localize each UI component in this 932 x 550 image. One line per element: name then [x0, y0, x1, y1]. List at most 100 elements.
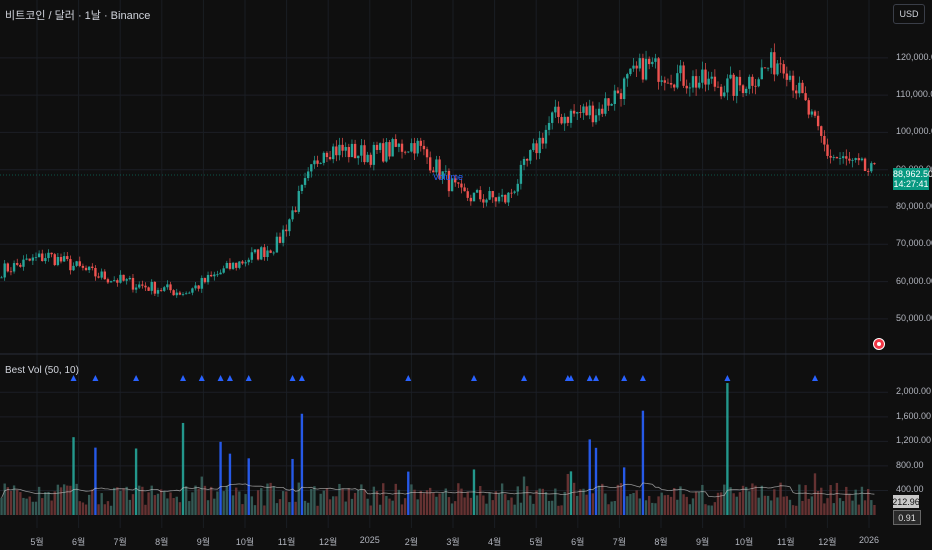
candle-body — [660, 80, 663, 82]
volume-bar — [391, 500, 394, 515]
volume-bar — [363, 489, 366, 515]
candle-body — [375, 144, 379, 150]
candle-body — [253, 249, 257, 253]
volume-bar — [138, 485, 141, 515]
candle-body — [319, 162, 322, 164]
signal-triangle — [521, 375, 528, 381]
candle-body — [829, 155, 832, 158]
volume-bar — [788, 499, 792, 515]
candle-body — [832, 157, 835, 158]
volume-bar — [397, 489, 401, 515]
volume-bar — [851, 500, 854, 515]
candle-body — [400, 143, 404, 152]
volume-bar — [691, 498, 695, 515]
candle-body — [619, 93, 623, 100]
volume-bar — [782, 496, 785, 515]
candle-body — [845, 156, 848, 159]
signal-triangle — [180, 375, 187, 381]
candle-body — [163, 287, 166, 291]
time-tick-label: 7월 — [612, 537, 627, 547]
volume-bars[interactable] — [0, 383, 876, 515]
candle-body — [647, 58, 651, 65]
signal-triangle — [470, 375, 477, 381]
candle-body — [622, 78, 626, 100]
volume-bar — [547, 500, 551, 515]
volume-bar — [241, 504, 244, 515]
candle-body — [347, 147, 351, 158]
volume-bar — [682, 494, 685, 515]
candle-body — [788, 75, 792, 80]
candle-body — [263, 247, 266, 258]
candle-body — [782, 64, 785, 74]
volume-bar — [341, 489, 344, 515]
volume-bar — [666, 494, 670, 515]
volume-bar — [482, 495, 485, 515]
volume-bar — [410, 484, 413, 515]
volume-bar — [588, 439, 591, 515]
candle-body — [235, 262, 238, 268]
volume-bar — [166, 498, 169, 515]
candle-body — [303, 178, 307, 185]
volume-bar — [31, 501, 35, 515]
time-tick-label: 4월 — [487, 537, 502, 547]
candle-body — [654, 58, 657, 62]
volume-bar — [641, 410, 645, 515]
time-tick-label: 2월 — [404, 537, 419, 547]
candle-body — [335, 146, 338, 156]
volume-bar — [622, 467, 626, 515]
candle-body — [485, 199, 488, 203]
volume-bar — [585, 494, 588, 515]
price-candles[interactable] — [0, 43, 876, 298]
candle-body — [69, 259, 72, 271]
candle-body — [597, 108, 601, 116]
candle-body — [513, 191, 516, 193]
volume-bar — [866, 488, 870, 515]
volume-bar — [159, 489, 163, 515]
currency-button[interactable]: USD — [893, 4, 925, 24]
volume-bar — [172, 498, 175, 515]
volume-bar — [760, 485, 763, 515]
volume-bar — [770, 500, 773, 515]
signal-triangle — [811, 375, 818, 381]
volume-bar — [735, 496, 738, 515]
flag-icon[interactable] — [873, 338, 885, 350]
candle-body — [34, 257, 38, 259]
candle-body — [826, 144, 829, 156]
volume-bar — [322, 490, 325, 515]
indicator-label[interactable]: Best Vol (50, 10) — [5, 365, 79, 376]
candle-body — [134, 287, 138, 290]
last-price-tag: 88,962.50 14:27:41 — [893, 168, 932, 190]
chart-title[interactable]: 비트코인 / 달러 · 1날 · Binance — [5, 10, 151, 22]
candle-body — [62, 256, 66, 262]
candle-body — [691, 76, 695, 88]
volume-bar — [25, 498, 28, 515]
candle-body — [372, 144, 376, 165]
volume-bar — [156, 493, 160, 515]
volume-bar — [260, 488, 263, 515]
candle-body — [479, 190, 482, 200]
volume-bar — [62, 484, 66, 515]
volume-bar — [288, 502, 291, 515]
candle-body — [141, 284, 144, 286]
volume-bar — [153, 495, 157, 515]
volume-bar — [316, 505, 319, 515]
candle-body — [557, 106, 560, 118]
volume-bar — [222, 491, 225, 515]
candle-body — [544, 129, 548, 144]
volume-bar — [216, 491, 219, 515]
volume-bar — [510, 497, 513, 515]
signal-triangle — [217, 375, 224, 381]
candle-body — [776, 63, 779, 75]
volume-bar — [597, 485, 601, 515]
candle-body — [419, 140, 422, 146]
volume-bar — [325, 488, 329, 515]
candle-body — [669, 83, 673, 85]
time-tick-label: 11월 — [776, 537, 795, 547]
candle-body — [332, 146, 335, 160]
volume-bar — [729, 487, 732, 515]
candle-body — [798, 82, 801, 94]
volume-bar — [357, 490, 360, 515]
volume-bar — [41, 498, 44, 515]
volume-bar — [485, 503, 488, 515]
